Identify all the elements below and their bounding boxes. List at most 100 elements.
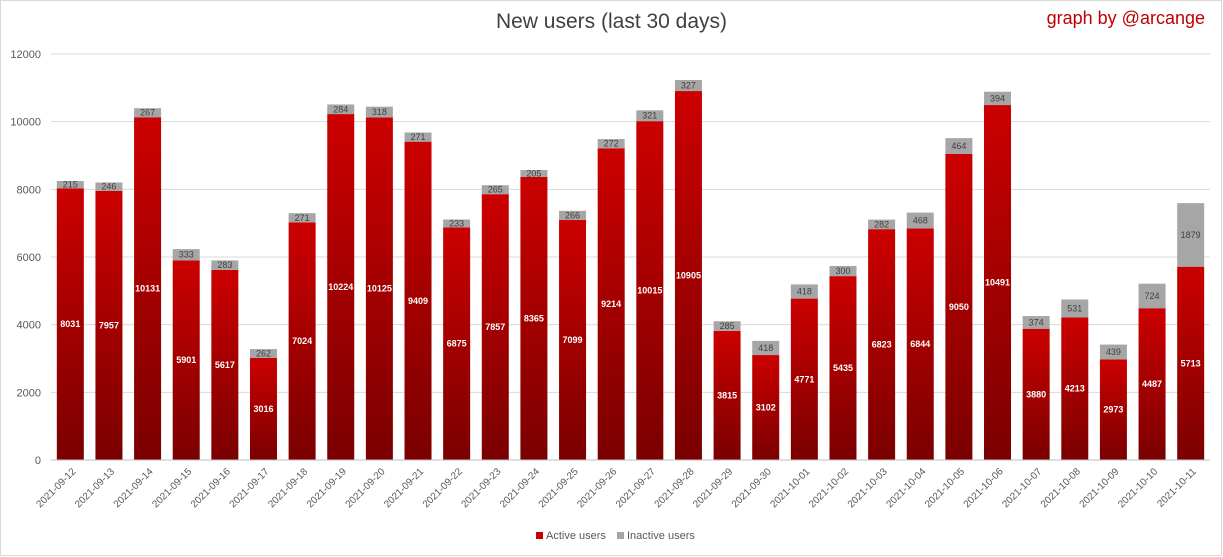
data-label-active: 10224 bbox=[328, 282, 353, 292]
x-tick-label: 2021-09-28 bbox=[653, 466, 697, 510]
x-tick-label: 2021-10-08 bbox=[1039, 466, 1083, 510]
data-label-active: 9214 bbox=[601, 299, 621, 309]
y-tick-label: 8000 bbox=[17, 184, 41, 196]
data-label-active: 3880 bbox=[1026, 389, 1046, 399]
bar-active bbox=[1061, 317, 1089, 460]
data-label-inactive: 321 bbox=[642, 111, 657, 121]
bar-active bbox=[868, 229, 896, 460]
bar-active bbox=[95, 190, 123, 461]
data-label-active: 10905 bbox=[676, 271, 701, 281]
bar-active bbox=[636, 121, 664, 460]
bar-inactive bbox=[211, 260, 239, 270]
bar-inactive bbox=[327, 104, 355, 115]
data-label-inactive: 374 bbox=[1029, 317, 1044, 327]
x-tick-label: 2021-09-22 bbox=[421, 466, 465, 510]
x-tick-label: 2021-09-12 bbox=[34, 466, 78, 510]
x-tick-label: 2021-09-27 bbox=[614, 466, 658, 510]
bar-inactive bbox=[790, 284, 818, 299]
data-label-active: 10015 bbox=[637, 286, 662, 296]
x-tick-label: 2021-09-30 bbox=[730, 466, 774, 510]
data-label-inactive: 215 bbox=[63, 180, 78, 190]
x-tick-label: 2021-09-14 bbox=[112, 466, 156, 510]
bar-active bbox=[481, 194, 509, 460]
data-label-inactive: 394 bbox=[990, 93, 1005, 103]
bar-inactive bbox=[984, 91, 1012, 106]
y-tick-label: 10000 bbox=[10, 117, 41, 129]
data-label-active: 8365 bbox=[524, 313, 544, 323]
bar-inactive bbox=[1177, 203, 1205, 267]
bar-active bbox=[945, 153, 973, 460]
bar-active bbox=[829, 276, 857, 460]
legend-swatch-inactive bbox=[617, 532, 624, 539]
data-label-inactive: 267 bbox=[140, 108, 155, 118]
x-tick-label: 2021-10-03 bbox=[846, 466, 890, 510]
bar-inactive bbox=[868, 219, 896, 230]
x-tick-label: 2021-10-06 bbox=[962, 466, 1006, 510]
data-label-active: 9050 bbox=[949, 302, 969, 312]
x-tick-label: 2021-09-18 bbox=[266, 466, 310, 510]
data-label-active: 3815 bbox=[717, 390, 737, 400]
legend-label-inactive: Inactive users bbox=[627, 530, 695, 542]
data-label-inactive: 464 bbox=[951, 141, 966, 151]
data-label-inactive: 724 bbox=[1145, 291, 1160, 301]
x-tick-label: 2021-09-26 bbox=[575, 466, 619, 510]
data-label-active: 3102 bbox=[756, 403, 776, 413]
data-label-active: 7099 bbox=[563, 335, 583, 345]
data-label-inactive: 246 bbox=[101, 182, 116, 192]
bar-inactive bbox=[1022, 316, 1050, 329]
y-tick-label: 12000 bbox=[10, 49, 41, 61]
data-label-active: 7024 bbox=[292, 336, 312, 346]
data-label-active: 6823 bbox=[872, 340, 892, 350]
x-tick-label: 2021-09-17 bbox=[228, 466, 272, 510]
bar-inactive bbox=[906, 212, 934, 229]
x-tick-label: 2021-10-07 bbox=[1000, 466, 1044, 510]
bar-active bbox=[790, 298, 818, 460]
bar-inactive bbox=[404, 132, 432, 142]
data-label-inactive: 1879 bbox=[1181, 230, 1201, 240]
data-label-active: 7957 bbox=[99, 320, 119, 330]
data-label-active: 6875 bbox=[447, 339, 467, 349]
x-tick-label: 2021-10-01 bbox=[769, 466, 813, 510]
y-tick-label: 0 bbox=[35, 455, 41, 467]
bar-inactive bbox=[1099, 344, 1127, 360]
x-tick-label: 2021-10-09 bbox=[1078, 466, 1122, 510]
bar-inactive bbox=[481, 185, 509, 195]
data-label-active: 4213 bbox=[1065, 384, 1085, 394]
chart-title: New users (last 30 days) bbox=[495, 10, 728, 33]
bar-inactive bbox=[559, 210, 587, 220]
legend-swatch-active bbox=[536, 532, 543, 539]
data-label-active: 9409 bbox=[408, 296, 428, 306]
bar-active bbox=[559, 219, 587, 460]
x-tick-label: 2021-09-29 bbox=[691, 466, 735, 510]
legend-label-active: Active users bbox=[546, 530, 606, 542]
bar-active bbox=[365, 117, 393, 460]
data-label-active: 10125 bbox=[367, 284, 392, 294]
x-tick-label: 2021-09-20 bbox=[344, 466, 388, 510]
x-tick-label: 2021-10-10 bbox=[1116, 466, 1160, 510]
data-labels: 8031 215 7957 246 10131 267 5901 333 5617 283 3016… bbox=[60, 81, 1200, 415]
data-label-active: 2973 bbox=[1103, 405, 1123, 415]
bar-inactive bbox=[636, 110, 664, 122]
bar-inactive bbox=[443, 219, 471, 228]
bar-inactive bbox=[1138, 283, 1166, 309]
bar-inactive bbox=[713, 321, 741, 331]
bar-active bbox=[288, 222, 316, 460]
data-label-active: 10131 bbox=[135, 284, 160, 294]
x-tick-label: 2021-10-11 bbox=[1155, 466, 1199, 510]
data-label-inactive: 282 bbox=[874, 219, 889, 229]
bar-inactive bbox=[365, 106, 393, 118]
bar-active bbox=[520, 176, 548, 460]
x-tick-label: 2021-09-25 bbox=[537, 466, 581, 510]
data-label-inactive: 333 bbox=[179, 250, 194, 260]
data-label-active: 8031 bbox=[60, 319, 80, 329]
bar-active bbox=[134, 117, 162, 460]
bar-active bbox=[984, 105, 1012, 460]
x-tick-label: 2021-10-04 bbox=[884, 466, 928, 510]
bar-active bbox=[404, 141, 432, 460]
data-label-inactive: 327 bbox=[681, 81, 696, 91]
data-label-active: 5901 bbox=[176, 355, 196, 365]
bar-active bbox=[249, 357, 277, 460]
bar-inactive bbox=[520, 170, 548, 177]
data-label-active: 6844 bbox=[910, 339, 930, 349]
